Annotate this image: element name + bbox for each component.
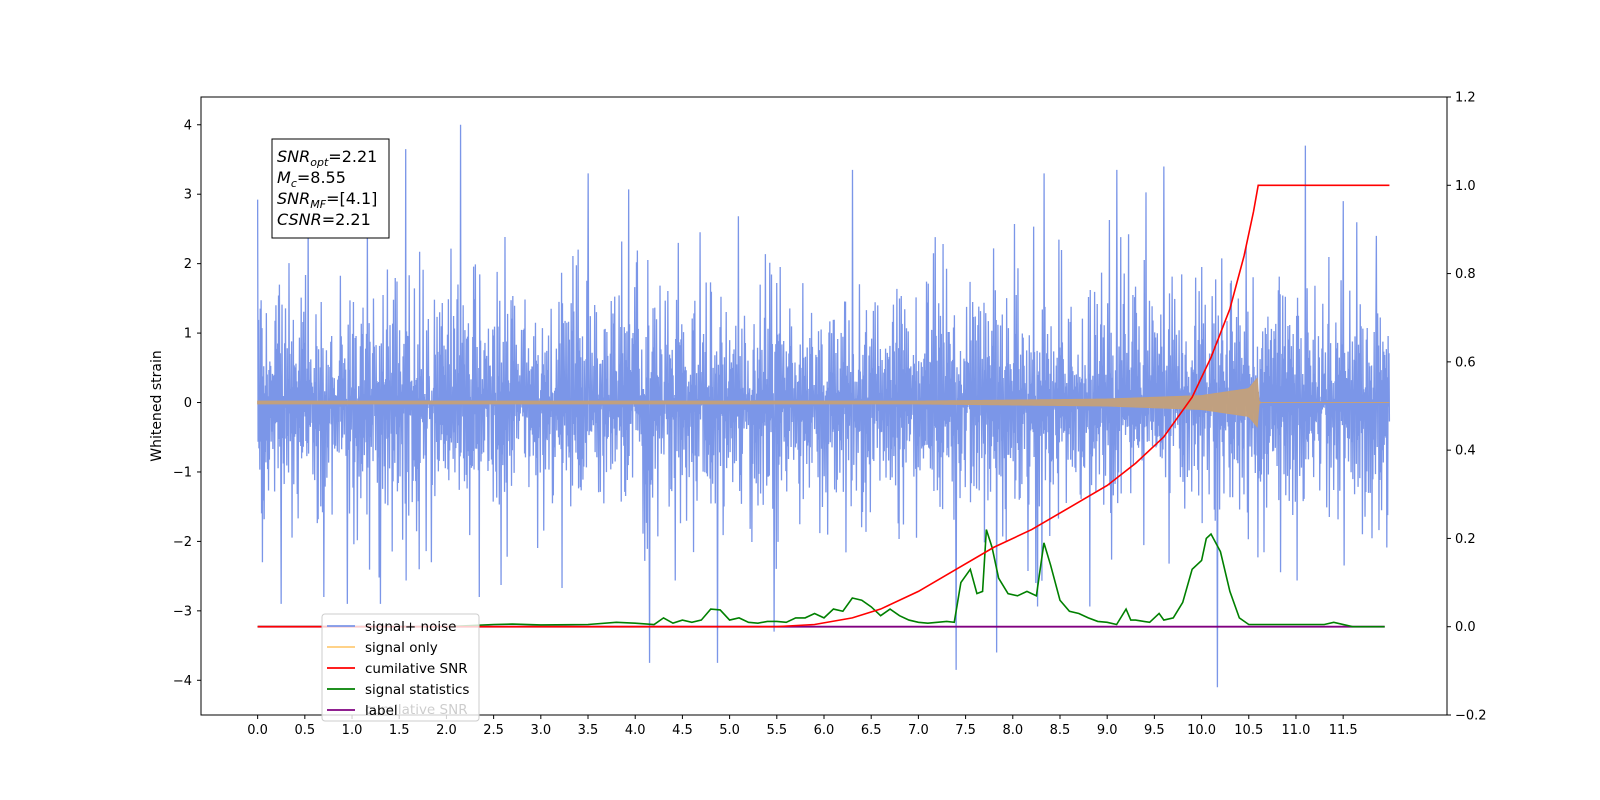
x-tick-label: 2.0 <box>436 723 457 738</box>
x-tick-label: 9.0 <box>1097 723 1118 738</box>
x-tick-label: 11.0 <box>1281 723 1310 738</box>
annotation-line: SNRopt=2.21 <box>277 147 377 169</box>
x-tick-label: 5.0 <box>719 723 740 738</box>
y-tick-label: −1 <box>173 465 192 480</box>
x-axis: 0.0 0.5 1.0 1.5 2.0 2.5 3.0 3.5 4.0 4.5 5.0 5.5 6.0 6… <box>247 715 1358 738</box>
x-tick-label: 3.5 <box>578 723 599 738</box>
x-tick-label: 2.5 <box>483 723 504 738</box>
y-tick-label: −4 <box>173 674 192 689</box>
y-right-tick-label: −0.2 <box>1455 709 1487 724</box>
y-axis-label: Whitened strain <box>149 350 165 461</box>
y-axis-left: 4 3 2 1 0 −1 −2 −3 −4 <box>173 118 201 689</box>
y-tick-label: 3 <box>184 188 192 203</box>
y-tick-label: 2 <box>184 257 192 272</box>
legend-overlap-text: cumilative SNR <box>365 702 468 718</box>
x-tick-label: 8.0 <box>1002 723 1023 738</box>
x-tick-label: 7.0 <box>908 723 929 738</box>
plot-area <box>256 124 1391 688</box>
x-tick-label: 4.5 <box>672 723 693 738</box>
legend-label: label <box>365 703 398 719</box>
y-right-tick-label: 0.0 <box>1455 620 1476 635</box>
x-tick-label: 9.5 <box>1144 723 1165 738</box>
x-tick-label: 4.0 <box>625 723 646 738</box>
annotation-line: SNRMF=[4.1] <box>277 189 377 211</box>
x-tick-label: 10.0 <box>1187 723 1216 738</box>
y-axis-right: 1.2 1.0 0.8 0.6 0.4 0.2 0.0 −0.2 <box>1447 91 1487 724</box>
y-right-tick-label: 0.2 <box>1455 532 1476 547</box>
y-right-tick-label: 0.8 <box>1455 267 1476 282</box>
series-signal-statistics <box>257 529 1385 628</box>
y-tick-label: 4 <box>184 118 192 133</box>
y-right-tick-label: 1.2 <box>1455 91 1476 106</box>
x-tick-label: 10.5 <box>1234 723 1263 738</box>
y-right-tick-label: 1.0 <box>1455 179 1476 194</box>
y-right-tick-label: 0.6 <box>1455 355 1476 370</box>
legend-label: signal+ noise <box>365 619 456 635</box>
y-tick-label: 1 <box>184 327 192 342</box>
series-signal-only <box>257 377 1390 428</box>
x-tick-label: 7.5 <box>955 723 976 738</box>
legend: signal+ noise signal only cumilative SNR si… <box>321 613 480 722</box>
x-tick-label: 5.5 <box>766 723 787 738</box>
x-tick-label: 8.5 <box>1050 723 1071 738</box>
legend-label: cumilative SNR <box>365 661 468 677</box>
x-tick-label: 0.0 <box>247 723 268 738</box>
y-right-tick-label: 0.4 <box>1455 444 1476 459</box>
x-tick-label: 11.5 <box>1329 723 1358 738</box>
x-tick-label: 1.5 <box>389 723 410 738</box>
y-tick-label: −3 <box>173 604 192 619</box>
annotation-line: CSNR=2.21 <box>277 210 371 229</box>
x-tick-label: 0.5 <box>294 723 315 738</box>
annotation-line: Mc=8.55 <box>277 168 346 190</box>
x-tick-label: 1.0 <box>342 723 363 738</box>
legend-label: signal only <box>365 640 438 656</box>
x-tick-label: 6.0 <box>814 723 835 738</box>
series-cumilative-snr <box>257 184 1390 628</box>
x-tick-label: 6.5 <box>861 723 882 738</box>
legend-label: signal statistics <box>365 682 469 698</box>
x-tick-label: 3.0 <box>530 723 551 738</box>
y-tick-label: 0 <box>184 396 192 411</box>
y-tick-label: −2 <box>173 535 192 550</box>
